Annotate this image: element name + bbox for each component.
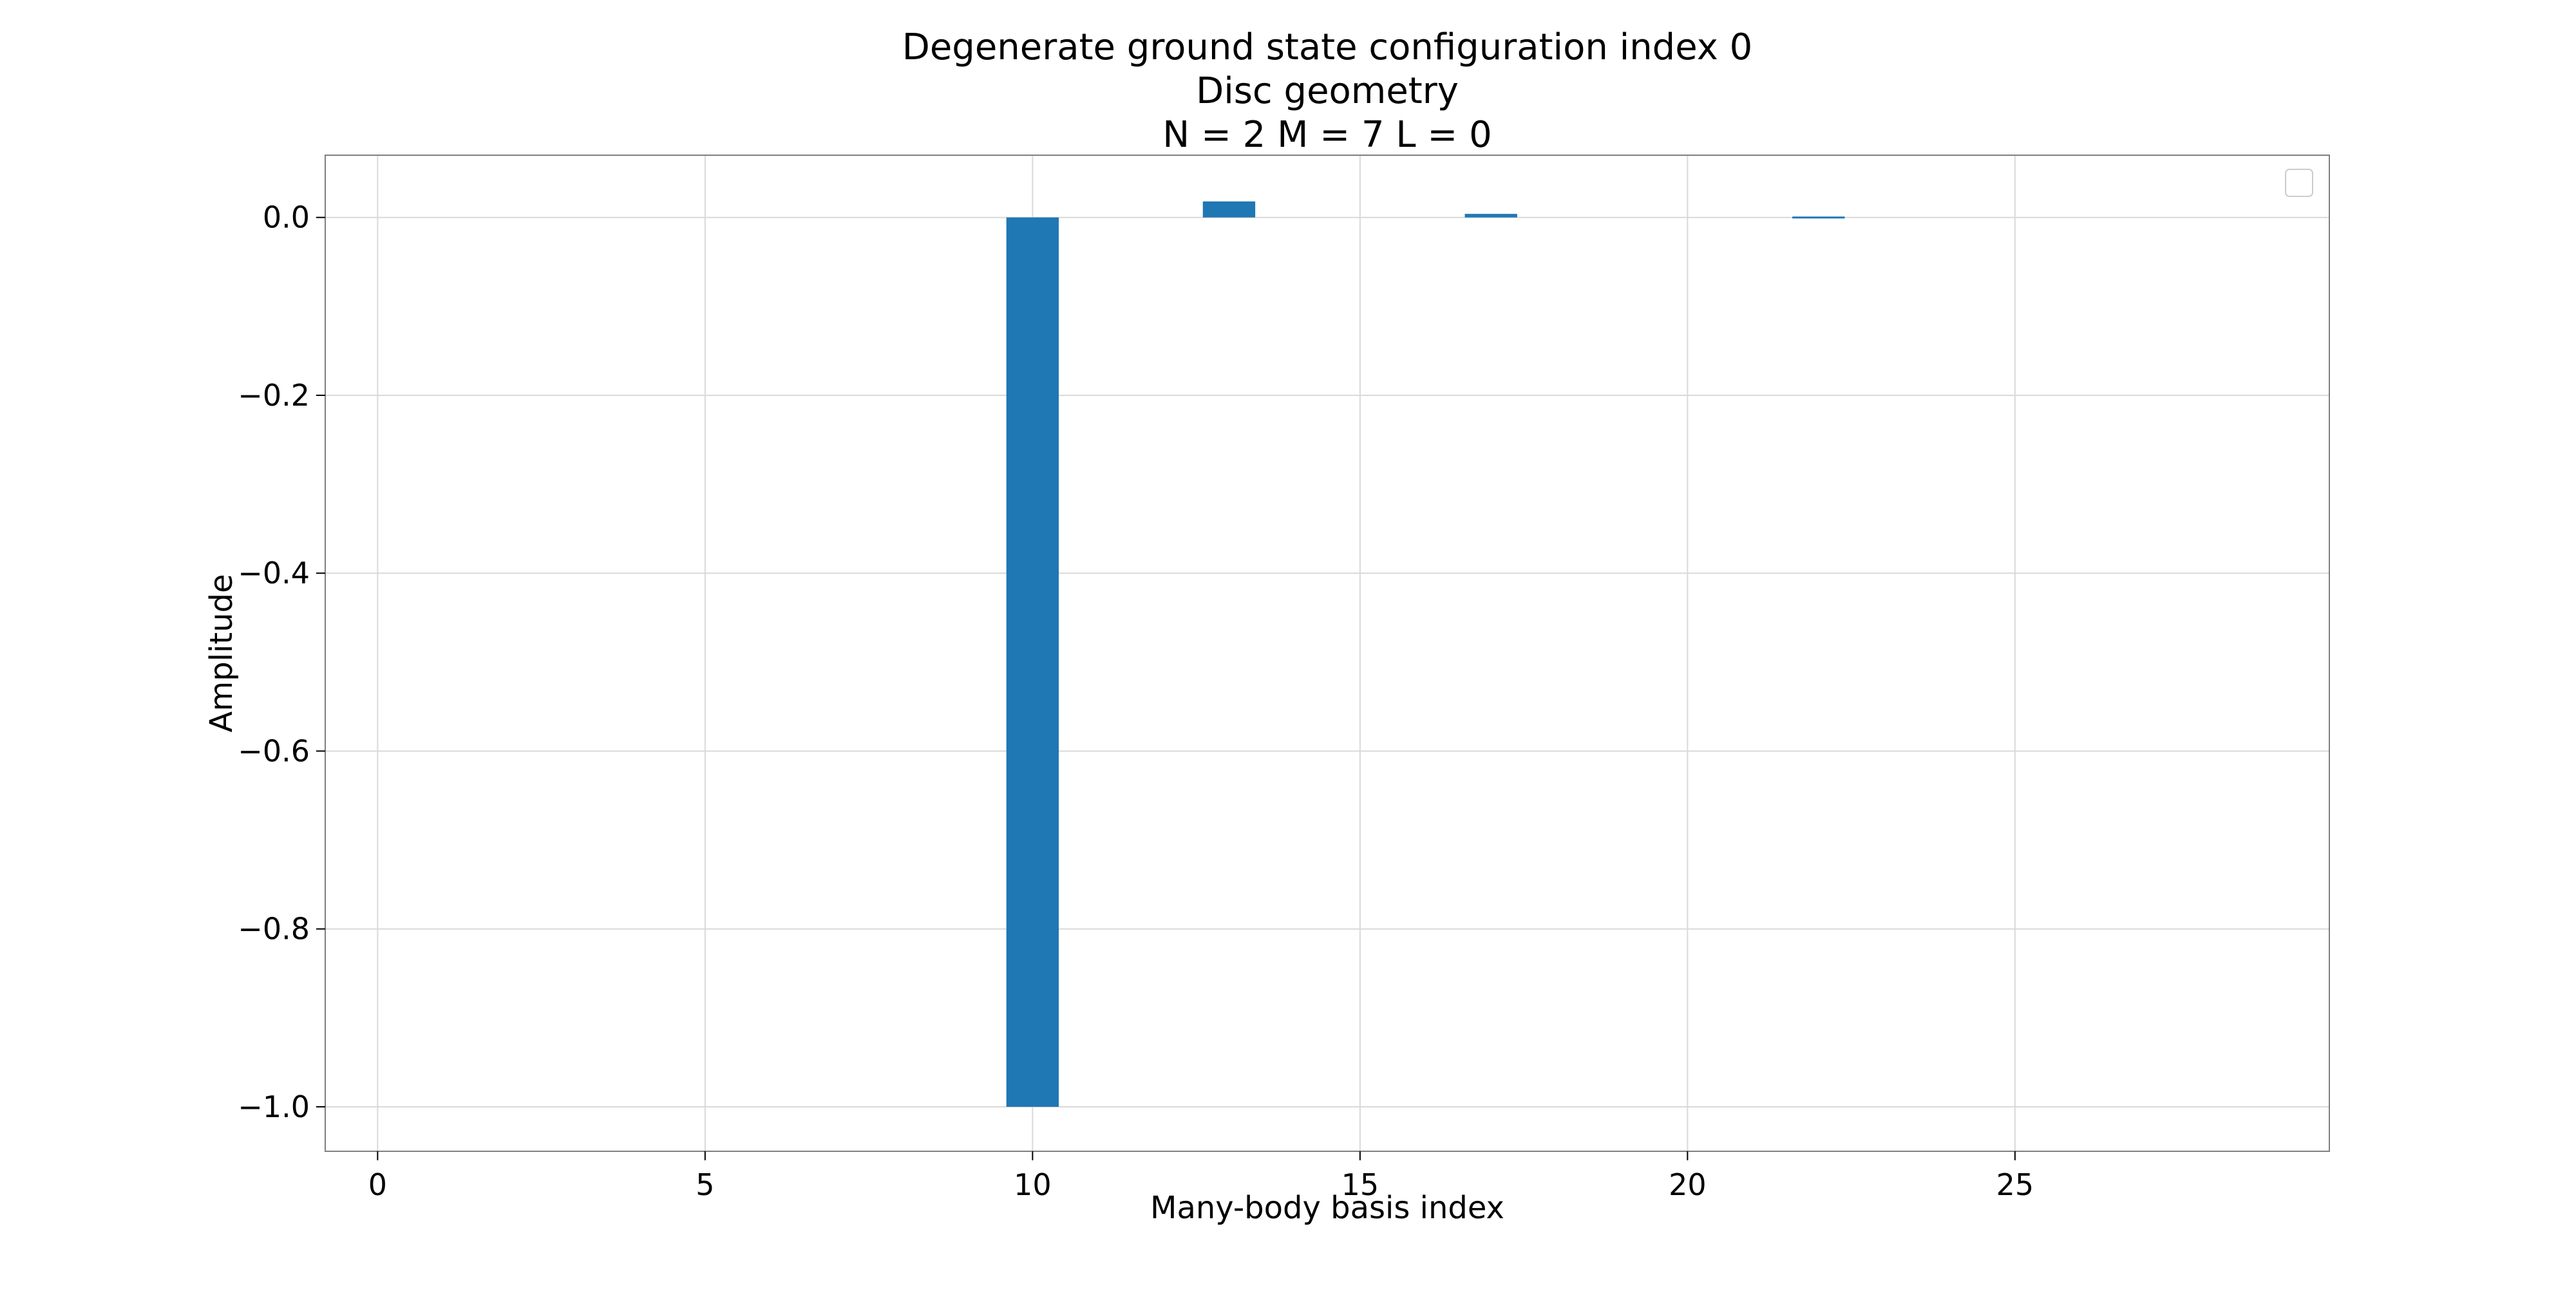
y-axis-label: Amplitude xyxy=(204,574,240,733)
y-tick-label: −0.4 xyxy=(238,556,310,590)
x-axis-ticks: 0 5 10 15 20 25 xyxy=(368,1151,2034,1202)
y-tick-label: −0.6 xyxy=(238,733,310,768)
y-tick-label: −0.8 xyxy=(238,912,310,947)
bar xyxy=(1006,217,1059,1107)
x-tick-label: 5 xyxy=(696,1167,714,1202)
x-tick-label: 15 xyxy=(1341,1167,1379,1202)
bar-series xyxy=(1006,201,1845,1107)
x-tick-label: 0 xyxy=(368,1167,387,1202)
bar xyxy=(1464,214,1517,218)
plot-frame xyxy=(325,155,2330,1152)
x-tick-label: 25 xyxy=(1996,1167,2034,1202)
chart-title-line-2: Disc geometry xyxy=(1196,70,1459,112)
grid-lines xyxy=(325,155,2329,1151)
x-tick-label: 10 xyxy=(1014,1167,1052,1202)
y-tick-label: −0.2 xyxy=(238,378,310,413)
x-tick-label: 20 xyxy=(1669,1167,1707,1202)
y-axis-ticks: 0.0 −0.2 −0.4 −0.6 −0.8 −1.0 xyxy=(238,200,325,1124)
y-tick-label: 0.0 xyxy=(263,200,310,235)
chart-title-line-1: Degenerate ground state configuration in… xyxy=(902,26,1753,68)
bar xyxy=(1202,201,1256,218)
chart-title-line-3: N = 2 M = 7 L = 0 xyxy=(1162,114,1492,156)
legend-box xyxy=(2285,169,2313,197)
bar xyxy=(1792,216,1845,219)
y-tick-label: −1.0 xyxy=(238,1089,310,1124)
x-axis-label: Many-body basis index xyxy=(1150,1190,1504,1226)
